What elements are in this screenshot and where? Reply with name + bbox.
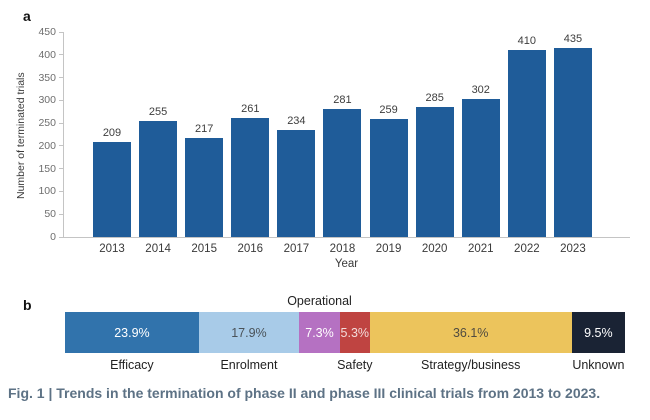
bar-rect-2019 [369, 119, 408, 237]
x-tick-label-2014: 2014 [145, 243, 171, 255]
x-tick-label-2013: 2013 [99, 243, 125, 255]
bar-column-2021: 302 2021 [461, 33, 500, 255]
bar-value-label: 255 [148, 105, 168, 118]
bar-rect-2022 [507, 50, 546, 237]
x-tick-label-2016: 2016 [237, 243, 264, 255]
x-tick-label-2019: 2019 [375, 243, 402, 255]
termination-reasons-stacked-bar: 23.9% 17.9% 7.3% 5.3% 36.1% 9.5% [65, 312, 625, 353]
bar-column-2019: 259 2019 [369, 33, 408, 255]
y-axis-title: Number of terminated trials [15, 72, 27, 199]
bar-rect-2021 [461, 99, 500, 237]
y-tick-label: 50 [44, 208, 56, 221]
y-tick-label: 450 [38, 26, 56, 38]
y-tick-mark [59, 145, 64, 147]
bar-column-2020: 285 2020 [415, 33, 454, 255]
bar-rect-2016 [231, 118, 270, 237]
x-tick-label-2021: 2021 [467, 243, 494, 255]
y-tick-label: 100 [38, 185, 56, 198]
segment-name-operational: Operational [287, 294, 352, 308]
bar-value-label: 281 [333, 94, 352, 106]
y-tick-label: 0 [50, 231, 56, 243]
segment-efficacy: 23.9% [65, 312, 199, 353]
y-tick-mark [59, 213, 64, 215]
bar-chart-bars: 209 2013 255 2014 217 2015 261 2016 234 2017 281 20… [64, 33, 630, 255]
segment-operational: 7.3% [299, 312, 340, 353]
y-tick-mark [59, 122, 64, 124]
bar-column-2013: 209 2013 [93, 33, 131, 255]
y-tick-label: 350 [38, 71, 56, 84]
x-tick-label-2022: 2022 [514, 243, 540, 255]
y-tick-mark [59, 236, 64, 238]
y-tick-label: 400 [38, 48, 56, 61]
bar-column-2022: 410 2022 [507, 33, 546, 255]
stacked-bar-above-labels: Operational [65, 294, 625, 310]
bar-rect-2015 [185, 138, 224, 237]
segment-enrolment: 17.9% [198, 312, 300, 353]
bar-value-label: 302 [471, 84, 490, 97]
bar-value-label: 217 [195, 123, 214, 136]
y-tick-label: 200 [38, 139, 56, 152]
x-tick-label-2018: 2018 [329, 243, 356, 255]
bar-rect-2018 [323, 109, 362, 237]
bar-value-label: 259 [379, 104, 398, 117]
bar-value-label: 234 [287, 115, 306, 128]
bar-rect-2020 [415, 107, 454, 237]
segment-name-unknown: Unknown [572, 358, 625, 372]
bar-column-2017: 234 2017 [277, 33, 316, 255]
bar-rect-2023 [553, 48, 592, 237]
bar-rect-2014 [139, 120, 178, 237]
segment-name-enrolment: Enrolment [220, 358, 278, 372]
x-tick-label-2020: 2020 [421, 243, 448, 255]
x-tick-label-2015: 2015 [191, 243, 217, 255]
y-tick-label: 150 [38, 162, 56, 175]
y-tick-mark [59, 54, 64, 56]
y-tick-mark [59, 99, 64, 101]
bar-value-label: 209 [102, 126, 122, 139]
bar-chart-plot: 209 2013 255 2014 217 2015 261 2016 234 2017 281 20… [38, 26, 630, 255]
bar-value-label: 285 [425, 92, 444, 105]
bar-rect-2013 [93, 141, 131, 237]
bar-column-2023: 435 2023 [553, 33, 592, 255]
bar-value-label: 261 [241, 103, 260, 116]
segment-strategy-business: 36.1% [369, 312, 572, 353]
y-tick-label: 300 [38, 94, 56, 107]
segment-name-efficacy: Efficacy [110, 358, 154, 372]
segment-name-strategy-business: Strategy/business [421, 358, 521, 372]
bar-rect-2017 [277, 130, 316, 237]
y-tick-mark [59, 77, 64, 79]
bar-column-2018: 281 2018 [323, 33, 362, 255]
x-tick-label-2023: 2023 [560, 243, 586, 255]
bar-column-2014: 255 2014 [139, 33, 178, 255]
x-tick-label-2017: 2017 [283, 243, 310, 255]
y-tick-mark [59, 168, 64, 170]
bar-value-label: 410 [517, 35, 537, 48]
stacked-bar-below-labels: Efficacy Enrolment Safety Strategy/business… [65, 358, 625, 374]
segment-name-safety: Safety [337, 358, 373, 372]
panel-b-label: b [23, 297, 32, 313]
segment-unknown: 9.5% [571, 312, 625, 353]
figure-caption: Fig. 1 | Trends in the termination of ph… [8, 385, 601, 401]
bar-column-2016: 261 2016 [231, 33, 270, 255]
bar-value-label: 435 [563, 33, 583, 45]
y-tick-label: 250 [38, 117, 56, 130]
y-tick-mark [59, 190, 64, 192]
panel-a-label: a [23, 8, 31, 24]
x-axis-title: Year [334, 258, 359, 270]
bar-column-2015: 217 2015 [185, 33, 224, 255]
y-tick-mark [59, 31, 64, 33]
segment-safety: 5.3% [339, 312, 370, 353]
